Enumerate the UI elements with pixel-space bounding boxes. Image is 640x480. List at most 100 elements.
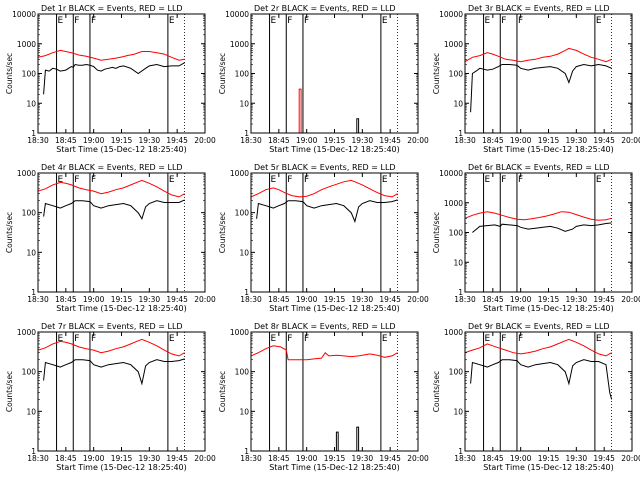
series-events-line — [470, 359, 613, 400]
x-tick-label: 18:45 — [268, 136, 290, 145]
y-tick-label: 1 — [458, 288, 463, 297]
y-tick-label: 100 — [449, 70, 464, 79]
x-tick-label: 18:30 — [240, 454, 262, 463]
x-tick-label: 18:45 — [482, 136, 504, 145]
y-tick-label: 10 — [239, 407, 249, 416]
x-tick-label: 18:45 — [55, 136, 77, 145]
plot-area — [465, 332, 613, 451]
x-tick-label: 19:00 — [83, 136, 105, 145]
chart-title: Det 7r BLACK = Events, RED = LLD — [41, 322, 183, 331]
chart-title: Det 5r BLACK = Events, RED = LLD — [254, 163, 396, 172]
y-tick-label: 1 — [31, 447, 36, 456]
x-tick-label: 19:15 — [111, 136, 133, 145]
y-tick-label: 1000 — [17, 169, 36, 178]
x-tick-label: 19:00 — [296, 136, 318, 145]
event-marker-label: E — [169, 175, 175, 185]
y-tick-label: 1 — [31, 288, 36, 297]
x-tick-label: 19:00 — [296, 454, 318, 463]
x-tick-label: 20:00 — [621, 136, 640, 145]
x-tick-label: 19:30 — [352, 295, 374, 304]
x-tick-label: 19:15 — [538, 454, 560, 463]
x-tick-label: 18:30 — [240, 136, 262, 145]
event-marker-label: F — [91, 16, 96, 26]
x-tick-label: 19:45 — [379, 295, 401, 304]
x-axis-label: Start Time (15-Dec-12 18:25:40) — [269, 304, 400, 313]
y-tick-label: 100 — [22, 368, 37, 377]
y-axis-label: Counts/sec — [5, 53, 14, 94]
plot-area — [38, 14, 185, 133]
x-tick-label: 19:15 — [324, 136, 346, 145]
event-marker-label: E — [58, 175, 64, 185]
y-tick-label: 100 — [449, 229, 464, 238]
x-tick-label: 18:30 — [27, 136, 49, 145]
chart-title: Det 9r BLACK = Events, RED = LLD — [468, 322, 610, 331]
x-tick-label: 19:45 — [166, 295, 188, 304]
x-axis-label: Start Time (15-Dec-12 18:25:40) — [56, 304, 187, 313]
x-tick-label: 20:00 — [194, 136, 216, 145]
series-lld-line — [251, 179, 398, 198]
series-events-line — [472, 222, 612, 233]
event-marker-label: F — [304, 334, 309, 344]
x-tick-label: 19:00 — [510, 295, 532, 304]
x-tick-label: 19:45 — [166, 136, 188, 145]
plot-area — [269, 14, 398, 133]
y-tick-label: 1000 — [444, 199, 463, 208]
y-tick-label: 10 — [453, 99, 463, 108]
event-marker-label: F — [287, 175, 292, 185]
x-tick-label: 19:45 — [166, 454, 188, 463]
y-tick-label: 1000 — [444, 40, 463, 49]
x-tick-label: 20:00 — [194, 454, 216, 463]
plot-area — [251, 332, 398, 451]
event-marker-label: F — [501, 16, 506, 26]
x-tick-label: 19:15 — [111, 295, 133, 304]
x-tick-label: 19:30 — [139, 295, 161, 304]
series-events-line — [256, 199, 398, 224]
y-axis-label: Counts/sec — [218, 212, 227, 253]
event-marker-label: E — [169, 16, 175, 26]
event-marker-label: E — [169, 334, 175, 344]
y-tick-label: 10000 — [439, 10, 463, 19]
series-events-line — [43, 358, 185, 386]
x-tick-label: 19:30 — [566, 136, 588, 145]
x-tick-label: 19:15 — [538, 136, 560, 145]
y-tick-label: 10000 — [439, 169, 463, 178]
x-tick-label: 19:00 — [83, 454, 105, 463]
x-tick-label: 18:30 — [27, 454, 49, 463]
series-events-line — [356, 118, 360, 133]
event-marker-label: E — [382, 16, 388, 26]
series-lld-line — [38, 179, 185, 198]
y-tick-label: 1 — [244, 447, 249, 456]
x-axis-label: Start Time (15-Dec-12 18:25:40) — [483, 304, 614, 313]
y-tick-label: 1 — [244, 129, 249, 138]
y-tick-label: 1000 — [17, 40, 36, 49]
event-marker-label: F — [287, 334, 292, 344]
x-tick-label: 19:45 — [593, 136, 615, 145]
series-lld-line — [38, 49, 185, 61]
y-tick-label: 1 — [458, 447, 463, 456]
x-tick-label: 19:45 — [593, 295, 615, 304]
x-tick-label: 19:30 — [352, 454, 374, 463]
event-marker-label: E — [271, 16, 277, 26]
y-tick-label: 100 — [22, 209, 37, 218]
chart-title: Det 8r BLACK = Events, RED = LLD — [254, 322, 396, 331]
y-tick-label: 1 — [31, 129, 36, 138]
x-tick-label: 19:15 — [324, 295, 346, 304]
y-tick-label: 1000 — [17, 328, 36, 337]
y-axis-label: Counts/sec — [432, 212, 441, 253]
y-tick-label: 100 — [235, 70, 250, 79]
y-tick-label: 10 — [453, 407, 463, 416]
y-axis-label: Counts/sec — [218, 53, 227, 94]
chart-title: Det 6r BLACK = Events, RED = LLD — [468, 163, 610, 172]
y-tick-label: 1000 — [230, 328, 249, 337]
chart-title: Det 1r BLACK = Events, RED = LLD — [41, 4, 183, 13]
x-tick-label: 19:30 — [139, 454, 161, 463]
x-tick-label: 19:15 — [111, 454, 133, 463]
event-marker-label: F — [518, 16, 523, 26]
y-tick-label: 10000 — [12, 10, 36, 19]
